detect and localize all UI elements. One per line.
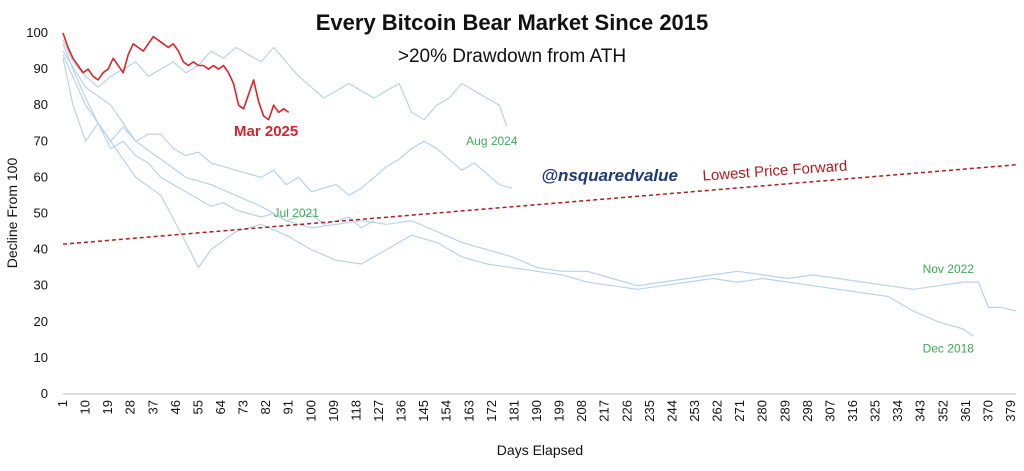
x-axis-title: Days Elapsed xyxy=(497,442,583,458)
chart-title: Every Bitcoin Bear Market Since 2015 xyxy=(316,10,709,35)
x-tick-label: 163 xyxy=(461,400,476,422)
y-tick-label: 70 xyxy=(34,133,48,148)
y-tick-label: 0 xyxy=(41,386,48,401)
series-line xyxy=(62,58,375,229)
x-tick-label: 316 xyxy=(845,400,860,422)
y-tick-label: 60 xyxy=(34,169,48,184)
x-tick-label: 64 xyxy=(213,400,228,414)
y-tick-label: 100 xyxy=(26,25,48,40)
x-tick-label: 379 xyxy=(1003,400,1018,422)
x-tick-label: 289 xyxy=(777,400,792,422)
x-tick-label: 190 xyxy=(529,400,544,422)
x-tick-label: 181 xyxy=(506,400,521,422)
x-tick-label: 244 xyxy=(664,400,679,422)
x-tick-label: 118 xyxy=(348,400,363,421)
x-tick-label: 109 xyxy=(326,400,341,422)
x-tick-label: 334 xyxy=(890,400,905,422)
trend-line xyxy=(62,164,1017,245)
x-tick-label: 199 xyxy=(552,400,567,422)
x-tick-label: 82 xyxy=(258,400,273,414)
x-tick-label: 19 xyxy=(100,400,115,414)
x-tick-label: 217 xyxy=(597,400,612,422)
x-tick-label: 172 xyxy=(484,400,499,422)
y-tick-label: 20 xyxy=(34,314,48,329)
x-tick-label: 325 xyxy=(868,400,883,422)
x-tick-label: 271 xyxy=(732,400,747,422)
x-tick-label: 100 xyxy=(303,400,318,422)
x-tick-label: 208 xyxy=(574,400,589,422)
x-tick-label: 136 xyxy=(394,400,409,422)
y-axis-title: Decline From 100 xyxy=(4,158,20,269)
x-tick-label: 37 xyxy=(145,400,160,414)
y-tick-label: 80 xyxy=(34,97,48,112)
y-tick-label: 90 xyxy=(34,61,48,76)
x-tick-label: 1 xyxy=(55,400,70,407)
series-line xyxy=(62,54,974,337)
y-tick-label: 40 xyxy=(34,242,48,257)
x-tick-label: 307 xyxy=(822,400,837,422)
x-tick-label: 235 xyxy=(642,400,657,422)
x-tick-label: 73 xyxy=(236,400,251,414)
x-tick-label: 10 xyxy=(78,400,93,414)
annotation-label: Jul 2021 xyxy=(274,206,320,220)
series-line xyxy=(62,32,290,121)
annotation-label: Aug 2024 xyxy=(466,134,518,148)
series-line xyxy=(62,39,508,128)
y-tick-label: 10 xyxy=(34,350,48,365)
x-tick-label: 370 xyxy=(980,400,995,422)
x-tick-label: 127 xyxy=(371,400,386,422)
annotation-label: @nsquaredvalue xyxy=(541,166,678,185)
series-line xyxy=(62,50,1017,312)
x-tick-label: 46 xyxy=(168,400,183,414)
x-tick-label: 298 xyxy=(800,400,815,422)
y-tick-label: 50 xyxy=(34,206,48,221)
x-tick-label: 262 xyxy=(710,400,725,422)
x-tick-label: 28 xyxy=(123,400,138,414)
y-tick-label: 30 xyxy=(34,278,48,293)
x-tick-label: 55 xyxy=(190,400,205,414)
chart-subtitle: >20% Drawdown from ATH xyxy=(398,46,626,67)
x-tick-label: 91 xyxy=(281,400,296,414)
annotation-label: Nov 2022 xyxy=(923,262,975,276)
x-tick-label: 226 xyxy=(619,400,634,422)
x-tick-label: 361 xyxy=(958,400,973,422)
x-tick-label: 280 xyxy=(755,400,770,422)
annotation-label: Dec 2018 xyxy=(923,341,975,355)
x-tick-label: 253 xyxy=(687,400,702,422)
x-tick-label: 145 xyxy=(416,400,431,422)
annotation-label: Mar 2025 xyxy=(234,123,298,140)
x-tick-label: 154 xyxy=(439,400,454,422)
x-tick-label: 343 xyxy=(913,400,928,422)
x-tick-label: 352 xyxy=(935,400,950,422)
